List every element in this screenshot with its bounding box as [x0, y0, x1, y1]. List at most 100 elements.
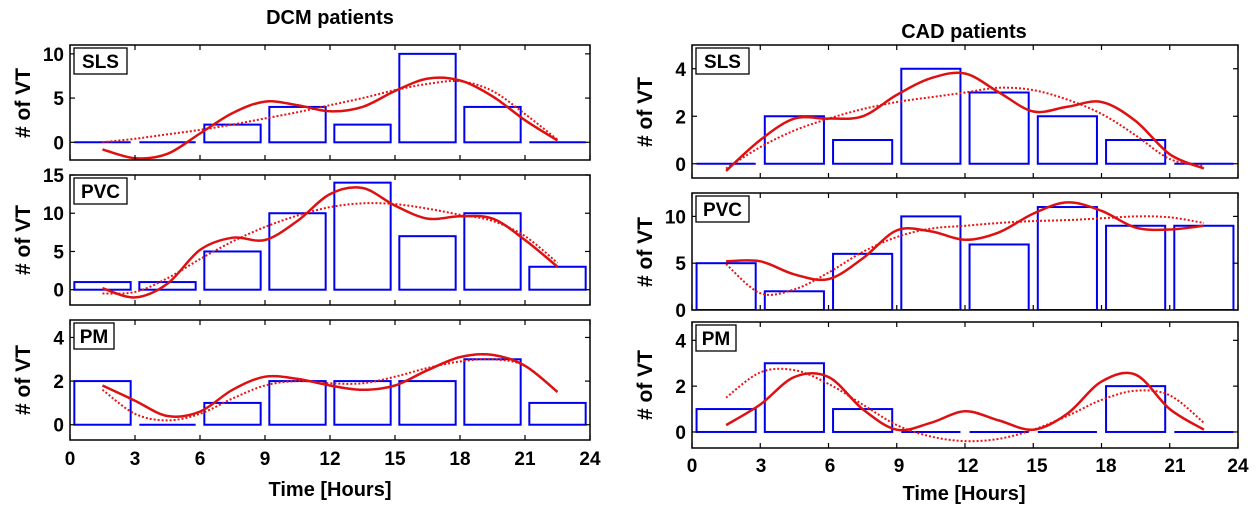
cad-pm-bar	[763, 362, 825, 433]
cad-pm-fit-dotted-line	[725, 367, 1205, 443]
dcm-pm-fit-dotted-line	[101, 358, 559, 422]
cad-sls-ylabel: # of VT	[634, 77, 657, 147]
cad-pm-frame	[691, 321, 1239, 449]
cad-pm-tag-box	[695, 324, 737, 352]
dcm-pm-bar	[528, 401, 587, 426]
cad-sls-tag-box	[695, 47, 750, 75]
cad-pvc-bar	[832, 252, 894, 310]
cad-sls-ytick-label: 0	[675, 155, 686, 176]
cad-pvc-fit-dotted-line	[725, 215, 1205, 296]
dcm-pm-bar	[73, 380, 132, 426]
dcm-pvc-ytick-label: 5	[53, 242, 64, 263]
cad-pvc-ytick-label: 0	[675, 301, 686, 322]
cad-sls-ytick-label: 2	[675, 107, 686, 128]
cad-pvc-ylabel: # of VT	[634, 217, 657, 287]
cad-sls-plot-area	[696, 67, 1234, 172]
cad-pvc-tag-label: PVC	[703, 200, 742, 221]
cad-sls-bar	[763, 115, 825, 165]
dcm-pvc-bar	[398, 235, 457, 291]
dcm-pvc-bar	[333, 181, 392, 291]
cad-pvc-ytick-label: 5	[675, 254, 686, 275]
dcm-pvc-bar	[268, 212, 327, 291]
cad-xlabel: Time [Hours]	[903, 483, 1026, 505]
cad-pvc-bar	[968, 243, 1030, 310]
cad-pvc-frame	[691, 192, 1239, 311]
dcm-sls-ytick-label: 0	[53, 133, 64, 154]
dcm-xlabel: Time [Hours]	[269, 479, 392, 501]
dcm-pm-ytick-label: 0	[53, 416, 64, 437]
cad-pvc-bar	[1036, 206, 1098, 310]
cad-pm-bar	[832, 408, 894, 433]
dcm-pm-plot-area	[73, 353, 587, 426]
dcm-sls-fit-solid-line	[102, 76, 559, 160]
dcm-pvc-tag-box	[73, 177, 128, 205]
dcm-pm-bar	[203, 401, 262, 426]
dcm-pm-ytick-label: 2	[53, 372, 64, 393]
panels: 0 5 10 # of VT SLS 0 5 10 15 # of VT PVC 0 2 4 # of VT…	[12, 44, 1239, 449]
dcm-title: DCM patients	[266, 7, 394, 29]
dcm-xtick-label: 9	[260, 449, 271, 470]
dcm-sls-bar	[463, 105, 522, 144]
dcm-sls-panel: 0 5 10 # of VT SLS	[12, 44, 591, 161]
dcm-pvc-panel: 0 5 10 15 # of VT PVC	[12, 166, 591, 306]
dcm-pm-panel: 0 2 4 # of VT PM	[12, 319, 591, 441]
dcm-sls-plot-area	[74, 52, 586, 160]
cad-pvc-ytick-label: 10	[665, 207, 686, 228]
cad-pvc-bar	[1105, 224, 1167, 310]
cad-pvc-fit-solid-line	[726, 201, 1205, 282]
cad-sls-frame	[691, 44, 1239, 179]
cad-pm-bar	[1105, 385, 1167, 433]
dcm-pvc-ytick-label: 0	[53, 281, 64, 302]
cad-xtick-label: 21	[1164, 456, 1186, 477]
dcm-pvc-fit-dotted-line	[102, 202, 559, 295]
cad-pm-ytick-label: 0	[675, 423, 686, 444]
cad-pvc-panel: 0 5 10 # of VT PVC	[634, 192, 1239, 322]
dcm-sls-bar	[268, 105, 327, 144]
cad-pvc-bar	[695, 262, 757, 310]
dcm-pvc-ytick-label: 10	[43, 204, 64, 225]
cad-sls-panel: 0 2 4 # of VT SLS	[634, 44, 1239, 179]
cad-sls-bar	[832, 139, 894, 165]
cad-xtick-label: 9	[894, 456, 905, 477]
cad-pvc-bar	[1173, 224, 1235, 310]
dcm-pvc-bar	[203, 250, 262, 291]
dcm-xtick-label: 3	[130, 449, 141, 470]
cad-sls-tag-label: SLS	[704, 52, 741, 73]
dcm-sls-ytick-label: 10	[43, 45, 64, 66]
dcm-pvc-tag-label: PVC	[81, 182, 120, 203]
cad-xtick-label: 6	[825, 456, 836, 477]
cad-pm-plot-area	[695, 362, 1234, 443]
dcm-sls-ytick-label: 5	[53, 89, 64, 110]
cad-pm-tag-label: PM	[702, 329, 731, 350]
cad-sls-bar	[1036, 115, 1098, 165]
dcm-pvc-bar	[463, 212, 522, 291]
dcm-pm-ytick-label: 4	[53, 328, 64, 349]
cad-pm-bar	[695, 408, 757, 433]
cad-xtick-label: 3	[756, 456, 767, 477]
cad-pvc-plot-area	[695, 201, 1235, 310]
dcm-pm-bar	[463, 358, 522, 426]
dcm-sls-bar	[203, 123, 262, 144]
cad-pvc-tag-box	[695, 195, 750, 223]
dcm-sls-bar	[398, 52, 457, 144]
dcm-pvc-ytick-label: 15	[43, 166, 65, 187]
dcm-xtick-label: 21	[514, 449, 536, 470]
dcm-pvc-ylabel: # of VT	[12, 205, 35, 275]
dcm-pm-ylabel: # of VT	[12, 345, 35, 415]
dcm-pvc-bar	[73, 281, 132, 291]
dcm-xtick-label: 6	[195, 449, 206, 470]
cad-xtick-label: 0	[687, 456, 698, 477]
dcm-xtick-label: 15	[384, 449, 406, 470]
cad-pm-fit-solid-line	[725, 371, 1205, 432]
cad-xtick-labels: 0 3 6 9 12 15 18 21 24	[687, 456, 1249, 477]
cad-sls-fit-solid-line	[725, 71, 1205, 172]
cad-xtick-label: 15	[1026, 456, 1048, 477]
cad-xtick-label: 12	[957, 456, 978, 477]
dcm-xtick-label: 12	[319, 449, 340, 470]
dcm-sls-ylabel: # of VT	[12, 68, 35, 138]
cad-pm-ytick-label: 4	[675, 331, 686, 352]
dcm-pm-tag-box	[73, 322, 115, 350]
dcm-pvc-bar	[528, 265, 587, 291]
dcm-xtick-labels: 0 3 6 9 12 15 18 21 24	[65, 449, 601, 470]
